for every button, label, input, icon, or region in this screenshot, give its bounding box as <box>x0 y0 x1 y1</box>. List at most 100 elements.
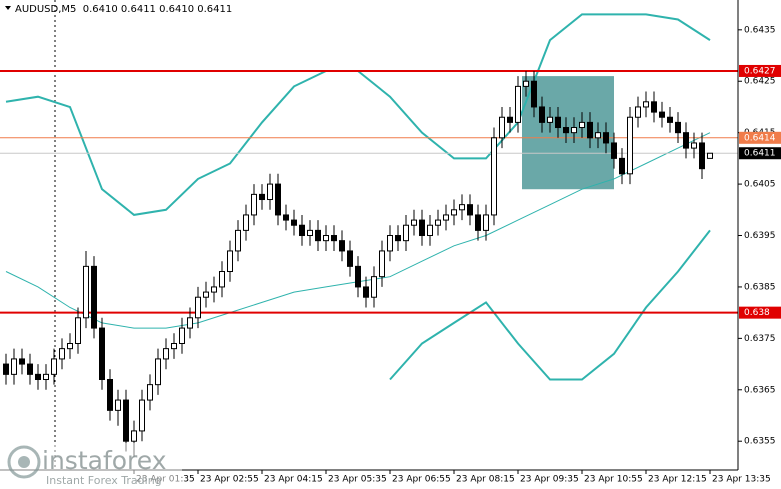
candle-body <box>459 204 465 211</box>
candle-body <box>483 214 489 231</box>
candle-body <box>531 80 537 108</box>
candle-body <box>243 214 249 231</box>
candle-body <box>355 265 361 288</box>
candle-body <box>395 235 401 242</box>
level-label-box <box>739 306 781 319</box>
current-price-label: 0.6411 <box>744 149 776 159</box>
candle-body <box>131 430 137 442</box>
candle-body <box>451 209 457 216</box>
candle-body <box>547 116 553 123</box>
candle-body <box>683 132 689 149</box>
candle-body <box>627 116 633 175</box>
candle-body <box>211 286 217 293</box>
indicator-line <box>389 229 711 381</box>
candle-body <box>3 363 9 375</box>
candle-body <box>435 219 441 226</box>
chart-title: AUDUSD,M5 0.6410 0.6411 0.6410 0.6411 <box>15 4 232 15</box>
candle-body <box>515 85 521 123</box>
candle-body <box>507 116 513 123</box>
candle-body <box>587 121 593 139</box>
candle-body <box>275 183 281 216</box>
watermark: instaforex Instant Forex Trading <box>0 443 182 489</box>
candle-body <box>347 250 353 267</box>
candle-body <box>67 343 73 350</box>
level-label-box <box>739 131 781 144</box>
candle-body <box>379 250 385 278</box>
candle-body <box>11 358 17 375</box>
candle-body <box>331 235 337 242</box>
candle-body <box>91 265 97 329</box>
candle-body <box>227 250 233 273</box>
y-tick-label: 0.6375 <box>744 334 776 344</box>
watermark-tagline: Instant Forex Trading <box>46 474 162 487</box>
candle-body <box>99 327 105 380</box>
candle-body <box>523 80 529 87</box>
candle-body <box>571 127 577 134</box>
y-tick-label: 0.6395 <box>744 231 776 241</box>
candle-body <box>187 317 193 329</box>
current-price-label-box <box>739 147 781 160</box>
candle-body <box>707 152 713 159</box>
y-tick-label: 0.6405 <box>744 180 776 190</box>
candle-body <box>659 111 665 118</box>
candle-body <box>555 116 561 129</box>
watermark-logo <box>7 445 41 479</box>
candle-body <box>259 193 265 201</box>
candle-body <box>691 142 697 149</box>
candle-body <box>443 214 449 221</box>
candle-body <box>235 229 241 252</box>
candle-body <box>339 240 345 252</box>
candle-body <box>539 106 545 123</box>
candle-body <box>475 214 481 231</box>
watermark-logo-dot <box>18 456 30 468</box>
candle-body <box>667 116 673 123</box>
candle-body <box>467 204 473 216</box>
candle-body <box>323 235 329 242</box>
candle-body <box>147 384 153 401</box>
candle-body <box>387 235 393 252</box>
candle-body <box>155 358 161 386</box>
level-label-box <box>739 64 781 77</box>
x-tick-label: 23 Apr 04:15 <box>264 475 323 485</box>
candle-body <box>419 219 425 237</box>
candle-body <box>315 229 321 242</box>
candle-body <box>43 373 49 380</box>
candle-body <box>363 286 369 298</box>
x-tick-label: 23 Apr 08:15 <box>456 475 515 485</box>
candle-body <box>411 219 417 226</box>
candle-body <box>299 224 305 237</box>
x-tick-label: 23 Apr 05:35 <box>328 475 387 485</box>
candle-body <box>35 373 41 380</box>
candle-body <box>427 224 433 237</box>
candle-body <box>595 132 601 139</box>
y-tick-label: 0.6355 <box>744 437 776 447</box>
overlay: AUDUSD,M5 0.6410 0.6411 0.6410 0.6411 in… <box>0 0 739 489</box>
candle-body <box>371 276 377 298</box>
x-tick-label: 23 Apr 12:15 <box>648 475 707 485</box>
candle-body <box>403 224 409 242</box>
x-tick-label: 23 Apr 09:35 <box>520 475 579 485</box>
y-tick-label: 0.6385 <box>744 282 776 292</box>
candle-body <box>203 291 209 298</box>
x-tick-label: 23 Apr 06:55 <box>392 475 451 485</box>
x-tick-label: 23 Apr 10:55 <box>584 475 643 485</box>
candle-body <box>139 399 145 432</box>
candle-body <box>499 116 505 139</box>
candle-body <box>291 219 297 226</box>
level-label: 0.638 <box>744 308 770 318</box>
candle-body <box>107 378 113 411</box>
candle-body <box>163 348 169 360</box>
candle-body <box>579 121 585 129</box>
candle-body <box>611 142 617 159</box>
candle-body <box>491 137 497 216</box>
candle-body <box>115 399 121 411</box>
watermark-bg <box>0 443 182 489</box>
candle-body <box>179 327 185 345</box>
menu-icon[interactable] <box>5 6 11 10</box>
x-tick-label: 23 Apr 02:55 <box>200 475 259 485</box>
candle-body <box>171 343 177 350</box>
candle-body <box>51 358 57 375</box>
level-label: 0.6414 <box>744 133 776 143</box>
candle-body <box>675 121 681 134</box>
